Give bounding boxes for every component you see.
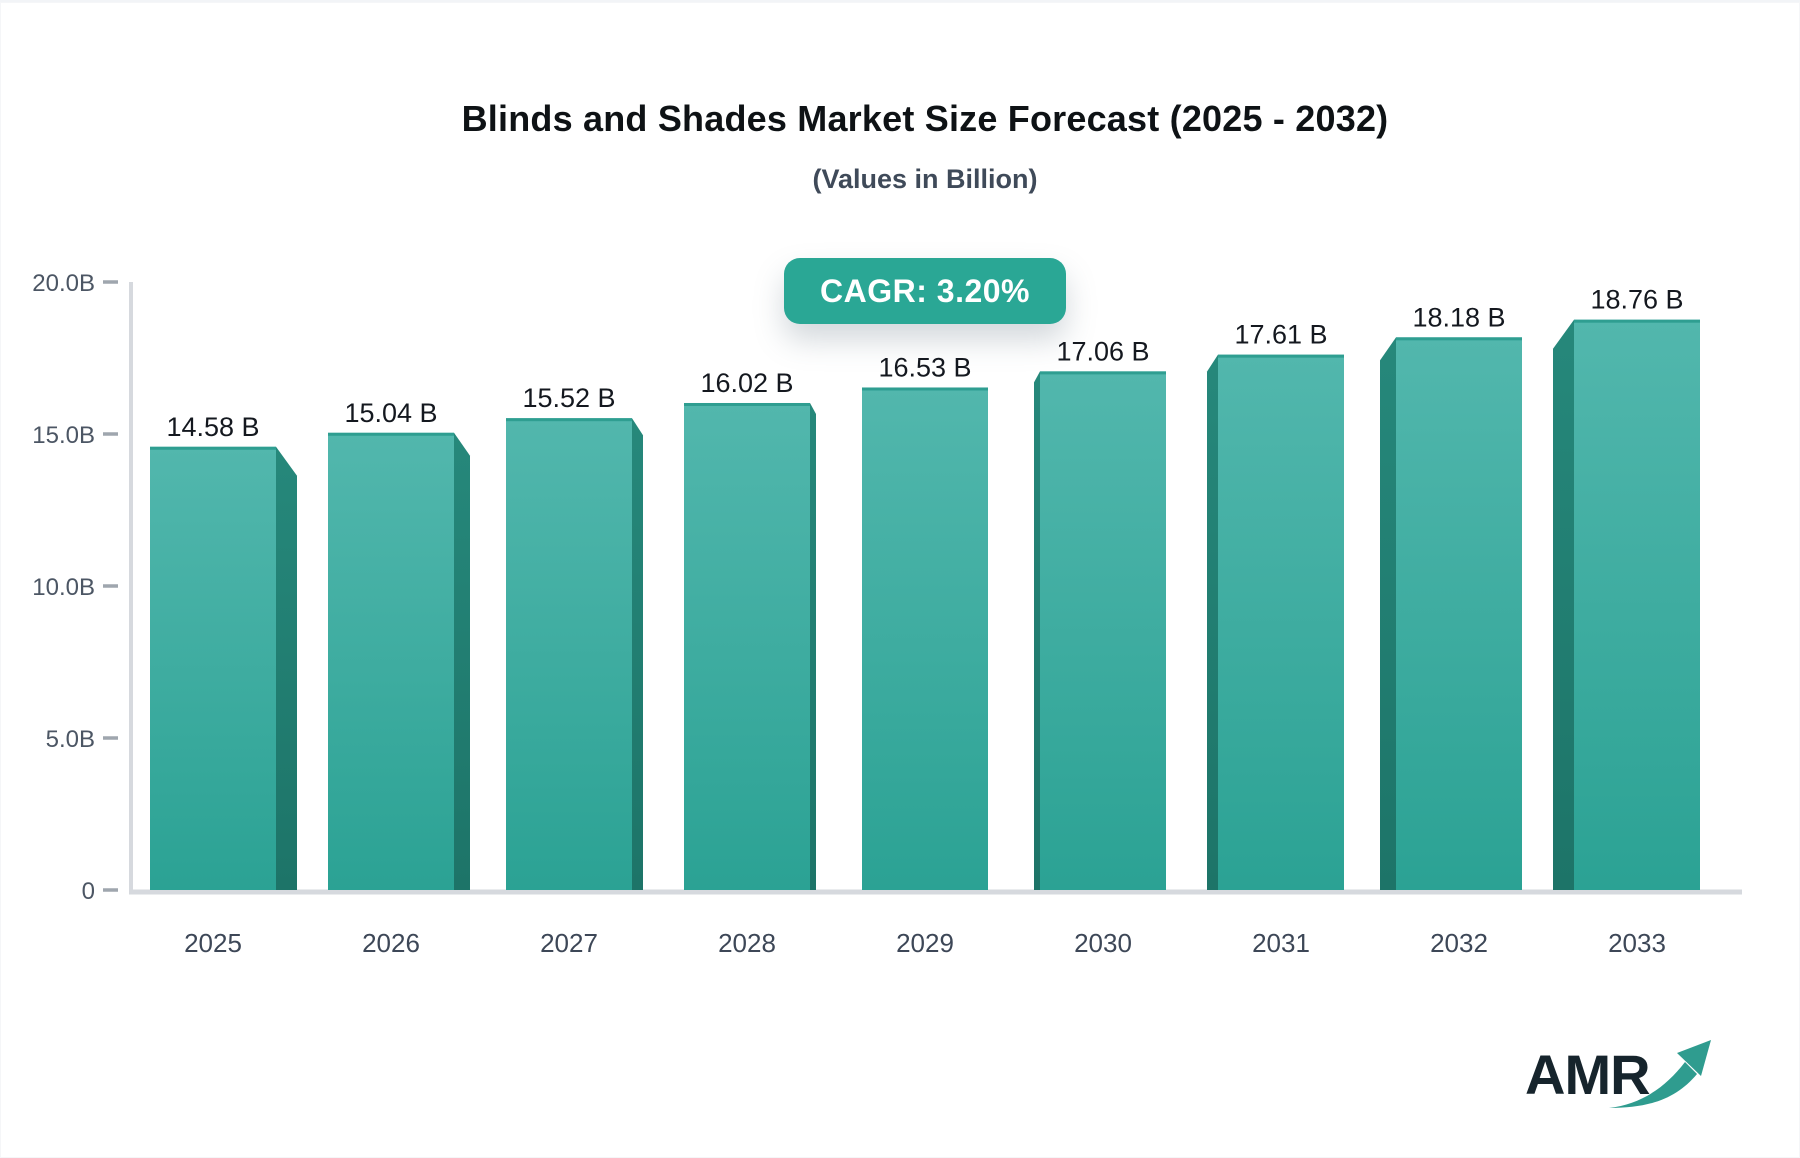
bar-top-edge [150,446,276,450]
bar-value-label: 15.52 B [522,383,615,413]
bar-value-label: 17.61 B [1234,320,1327,350]
chart-header: Blinds and Shades Market Size Forecast (… [25,98,1800,195]
cagr-badge: CAGR: 3.20% [784,258,1066,324]
bar-top-edge [328,432,454,436]
x-axis-label: 2032 [1430,928,1488,958]
y-axis-label: 0 [82,878,95,905]
bar-side-face [1380,337,1396,890]
y-axis-label: 10.0B [32,574,95,601]
bar-top-edge [1218,354,1344,358]
x-axis-label: 2033 [1608,928,1666,958]
y-axis-label: 5.0B [46,726,95,753]
bar [1040,371,1166,891]
bar [1574,319,1700,890]
bar-value-label: 15.04 B [344,398,437,428]
bar-top-edge [1574,319,1700,323]
chart-subtitle: (Values in Billion) [812,164,1038,194]
bar-side-face [1207,354,1218,890]
bar-side-face [810,402,816,890]
amr-logo-text: AMR [1525,1043,1650,1106]
bar-value-label: 18.76 B [1590,285,1683,315]
amr-logo: AMR [1525,1040,1711,1108]
x-axis-label: 2025 [184,928,242,958]
bar [1396,337,1522,890]
y-axis-label: 15.0B [32,422,95,449]
bar-top-edge [1396,337,1522,341]
growth-arrow-icon [1609,1040,1711,1108]
bar-value-label: 17.06 B [1056,336,1149,366]
bar-top-edge [506,418,632,422]
bar-side-face [1034,371,1040,891]
x-axis-label: 2030 [1074,928,1132,958]
bar-top-edge [862,387,988,391]
bar-value-label: 16.02 B [700,368,793,398]
bar-value-label: 14.58 B [166,412,259,442]
bar-top-edge [1040,371,1166,375]
bar [1218,354,1344,890]
bar-top-edge [684,402,810,406]
x-axis-label: 2031 [1252,928,1310,958]
bar [862,387,988,890]
bar-side-face [1553,319,1574,890]
bar [328,432,454,890]
bar [684,402,810,890]
x-axis-label: 2028 [718,928,776,958]
bar-side-face [276,446,297,890]
bar-side-face [454,432,470,890]
x-axis-label: 2026 [362,928,420,958]
bar-value-label: 16.53 B [878,352,971,382]
chart-title: Blinds and Shades Market Size Forecast (… [461,98,1389,139]
x-axis-label: 2027 [540,928,598,958]
bar [150,446,276,890]
y-axis-label: 20.0B [32,270,95,297]
x-axis-label: 2029 [896,928,954,958]
bar-side-face [632,418,643,890]
bar-value-label: 18.18 B [1412,302,1505,332]
bar [506,418,632,890]
